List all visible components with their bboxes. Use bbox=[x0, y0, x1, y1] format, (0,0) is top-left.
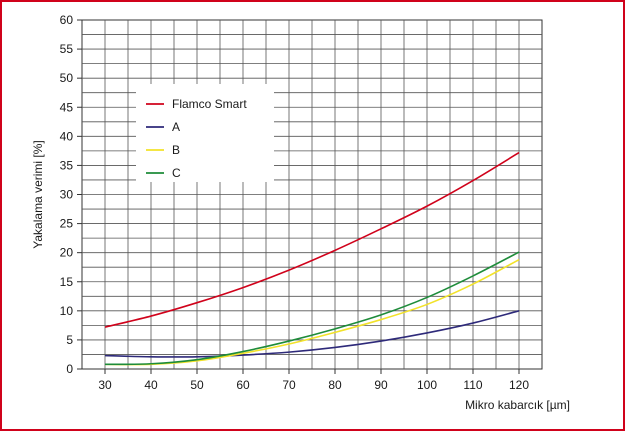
series-line-c bbox=[104, 251, 520, 366]
y-tick-label: 15 bbox=[60, 275, 74, 289]
y-tick-label: 30 bbox=[60, 188, 74, 202]
y-tick-label: 55 bbox=[60, 42, 74, 56]
y-tick-label: 45 bbox=[60, 100, 74, 114]
series-line-flamco-smart bbox=[104, 151, 520, 328]
legend-box bbox=[136, 84, 274, 182]
y-tick-label: 35 bbox=[60, 158, 74, 172]
y-tick-label: 0 bbox=[66, 362, 73, 376]
x-tick-label: 120 bbox=[509, 378, 529, 392]
x-tick-label: 30 bbox=[98, 378, 112, 392]
y-tick-label: 60 bbox=[60, 13, 74, 27]
legend-label: C bbox=[172, 166, 181, 180]
series-line-a bbox=[104, 310, 520, 358]
legend-label: A bbox=[172, 120, 180, 134]
x-tick-label: 70 bbox=[282, 378, 296, 392]
legend: Flamco Smart ABC bbox=[136, 84, 274, 182]
legend-label: Flamco Smart bbox=[172, 97, 247, 111]
series-lines bbox=[104, 151, 520, 366]
x-tick-label: 80 bbox=[328, 378, 342, 392]
x-tick-label: 60 bbox=[236, 378, 250, 392]
legend-label: B bbox=[172, 143, 180, 157]
y-tick-label: 10 bbox=[60, 304, 74, 318]
y-axis-ticks: 0 5 10 15 20 25 30 35 40 45 50 55 60 bbox=[60, 13, 82, 376]
x-axis-ticks: 30 40 50 60 70 80 90 100 110 120 bbox=[98, 369, 529, 392]
y-tick-label: 40 bbox=[60, 129, 74, 143]
series-line-b bbox=[104, 258, 520, 366]
x-axis-label: Mikro kabarcık [µm] bbox=[465, 398, 570, 412]
x-tick-label: 100 bbox=[417, 378, 437, 392]
y-tick-label: 20 bbox=[60, 246, 74, 260]
x-tick-label: 90 bbox=[374, 378, 388, 392]
y-axis-label: Yakalama verimi [%] bbox=[31, 140, 45, 248]
y-tick-label: 25 bbox=[60, 217, 74, 231]
y-tick-label: 50 bbox=[60, 71, 74, 85]
x-tick-label: 110 bbox=[463, 378, 482, 392]
x-tick-label: 40 bbox=[144, 378, 158, 392]
x-tick-label: 50 bbox=[190, 378, 204, 392]
y-tick-label: 5 bbox=[66, 333, 73, 347]
